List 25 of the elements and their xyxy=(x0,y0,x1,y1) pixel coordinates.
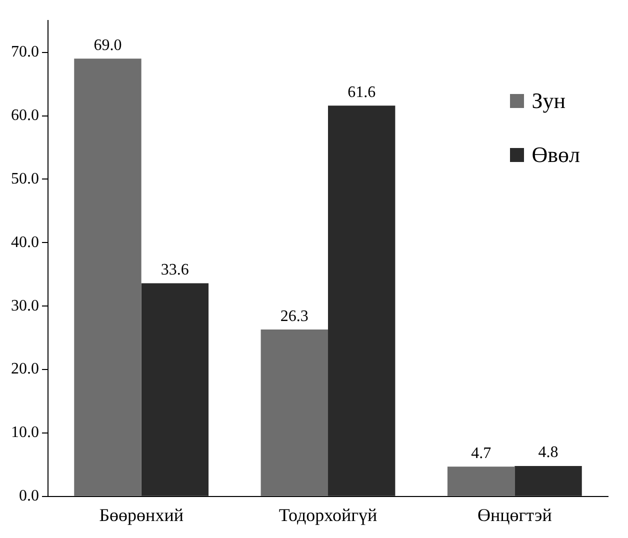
data-label: 61.6 xyxy=(348,84,376,101)
legend-label: Өвөл xyxy=(532,142,580,168)
legend-label: Зун xyxy=(532,88,566,114)
bar xyxy=(447,466,515,496)
y-tick-label: 40.0 xyxy=(11,234,39,251)
bar xyxy=(514,466,582,496)
data-label: 4.7 xyxy=(471,444,492,462)
bar xyxy=(74,58,142,496)
y-tick-label: 60.0 xyxy=(11,106,39,124)
y-tick-label: 70.0 xyxy=(11,44,39,61)
x-tick-label: Өнцөгтэй xyxy=(478,504,552,525)
x-tick-label: Бөөрөнхий xyxy=(99,504,184,525)
y-tick-label: 20.0 xyxy=(11,360,39,378)
bar xyxy=(141,283,209,496)
data-label: 4.8 xyxy=(538,444,558,462)
y-tick-label: 10.0 xyxy=(11,424,39,442)
x-tick-label: Тодорхойгүй xyxy=(278,504,378,525)
bar xyxy=(328,106,396,496)
y-tick-label: 50.0 xyxy=(11,170,39,188)
bar xyxy=(260,330,328,496)
y-tick-label: 30.0 xyxy=(11,297,39,314)
data-label: 69.0 xyxy=(94,36,122,54)
y-tick-label: 0.0 xyxy=(19,488,39,505)
data-label: 26.3 xyxy=(280,308,308,325)
data-label: 33.6 xyxy=(160,261,189,278)
